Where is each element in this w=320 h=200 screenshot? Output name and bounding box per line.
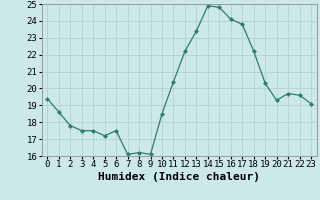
X-axis label: Humidex (Indice chaleur): Humidex (Indice chaleur) (98, 172, 260, 182)
